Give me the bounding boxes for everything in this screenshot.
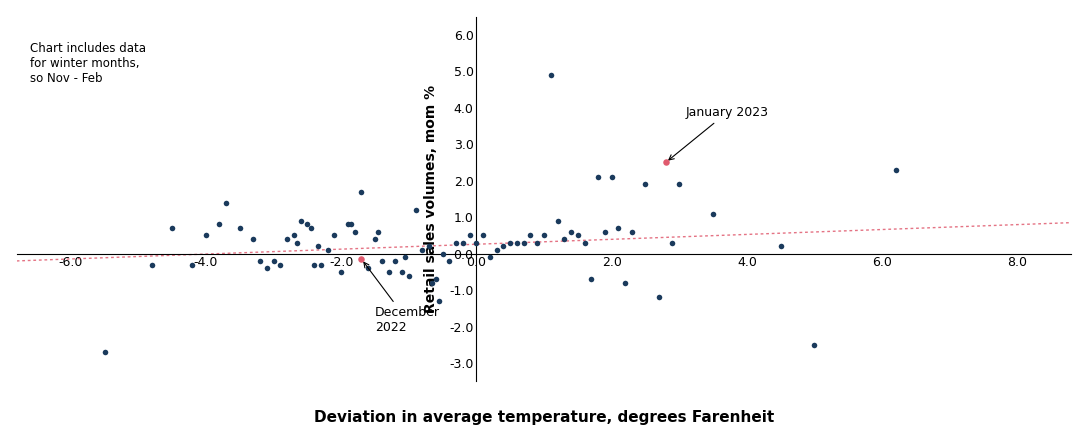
Point bbox=[495, 243, 512, 250]
Point bbox=[211, 221, 228, 228]
Point bbox=[319, 246, 336, 253]
Point bbox=[258, 265, 275, 272]
Point bbox=[431, 297, 448, 304]
Point bbox=[771, 243, 789, 250]
Point bbox=[380, 268, 397, 275]
Point bbox=[370, 228, 387, 235]
Point bbox=[651, 294, 668, 301]
Point bbox=[394, 268, 411, 275]
Point bbox=[447, 239, 465, 246]
Point bbox=[420, 243, 437, 250]
Point bbox=[582, 275, 599, 282]
Point bbox=[522, 232, 540, 239]
Point bbox=[603, 173, 620, 180]
Point bbox=[590, 173, 607, 180]
Point bbox=[596, 228, 614, 235]
Point bbox=[609, 224, 627, 231]
Point bbox=[184, 261, 201, 268]
Point bbox=[279, 235, 296, 242]
Point bbox=[397, 254, 415, 261]
Point bbox=[339, 221, 357, 228]
Point bbox=[569, 232, 586, 239]
Point bbox=[434, 250, 452, 257]
Point bbox=[312, 261, 330, 268]
Point bbox=[353, 256, 370, 263]
Point bbox=[407, 206, 424, 213]
Point bbox=[373, 257, 391, 264]
Point bbox=[508, 239, 526, 246]
Point bbox=[670, 181, 688, 188]
Point bbox=[657, 159, 675, 166]
Point bbox=[309, 243, 326, 250]
Point bbox=[428, 275, 445, 282]
Text: January 2023: January 2023 bbox=[669, 106, 769, 160]
Point bbox=[454, 239, 471, 246]
Point bbox=[515, 239, 532, 246]
Point bbox=[468, 239, 485, 246]
Point bbox=[367, 235, 384, 242]
Point bbox=[461, 232, 479, 239]
Text: December
2022: December 2022 bbox=[363, 262, 440, 334]
Y-axis label: Retail sales volumes, mom %: Retail sales volumes, mom % bbox=[424, 85, 438, 313]
Point bbox=[264, 257, 282, 264]
Point bbox=[636, 181, 654, 188]
Point bbox=[251, 257, 269, 264]
Point bbox=[623, 228, 641, 235]
Point bbox=[542, 71, 559, 78]
Point bbox=[343, 221, 360, 228]
Text: Chart includes data
for winter months,
so Nov - Feb: Chart includes data for winter months, s… bbox=[30, 42, 146, 85]
Point bbox=[353, 188, 370, 195]
Point bbox=[288, 239, 306, 246]
Point bbox=[441, 257, 458, 264]
Point bbox=[359, 265, 376, 272]
Point bbox=[481, 254, 498, 261]
Point bbox=[556, 235, 573, 242]
Point bbox=[386, 257, 404, 264]
Point bbox=[292, 217, 309, 224]
Point bbox=[346, 228, 363, 235]
Point bbox=[96, 348, 113, 356]
Point bbox=[400, 272, 418, 279]
Point bbox=[306, 261, 323, 268]
Point bbox=[548, 217, 566, 224]
Point bbox=[163, 224, 181, 231]
X-axis label: Deviation in average temperature, degrees Farenheit: Deviation in average temperature, degree… bbox=[313, 411, 775, 425]
Point bbox=[285, 232, 302, 239]
Point bbox=[423, 279, 441, 286]
Point bbox=[245, 235, 262, 242]
Point bbox=[325, 232, 343, 239]
Point bbox=[617, 279, 634, 286]
Point bbox=[576, 239, 593, 246]
Point bbox=[197, 232, 214, 239]
Point bbox=[529, 239, 546, 246]
Point bbox=[333, 268, 350, 275]
Point bbox=[704, 210, 721, 217]
Point bbox=[664, 239, 681, 246]
Point bbox=[299, 221, 317, 228]
Point bbox=[474, 232, 492, 239]
Point bbox=[413, 246, 431, 253]
Point bbox=[144, 261, 161, 268]
Point bbox=[218, 199, 235, 206]
Point bbox=[806, 341, 824, 348]
Point bbox=[502, 239, 519, 246]
Point bbox=[231, 224, 248, 231]
Point bbox=[272, 261, 289, 268]
Point bbox=[489, 246, 506, 253]
Point bbox=[562, 228, 580, 235]
Point bbox=[535, 232, 553, 239]
Point bbox=[302, 224, 320, 231]
Point bbox=[887, 166, 904, 173]
